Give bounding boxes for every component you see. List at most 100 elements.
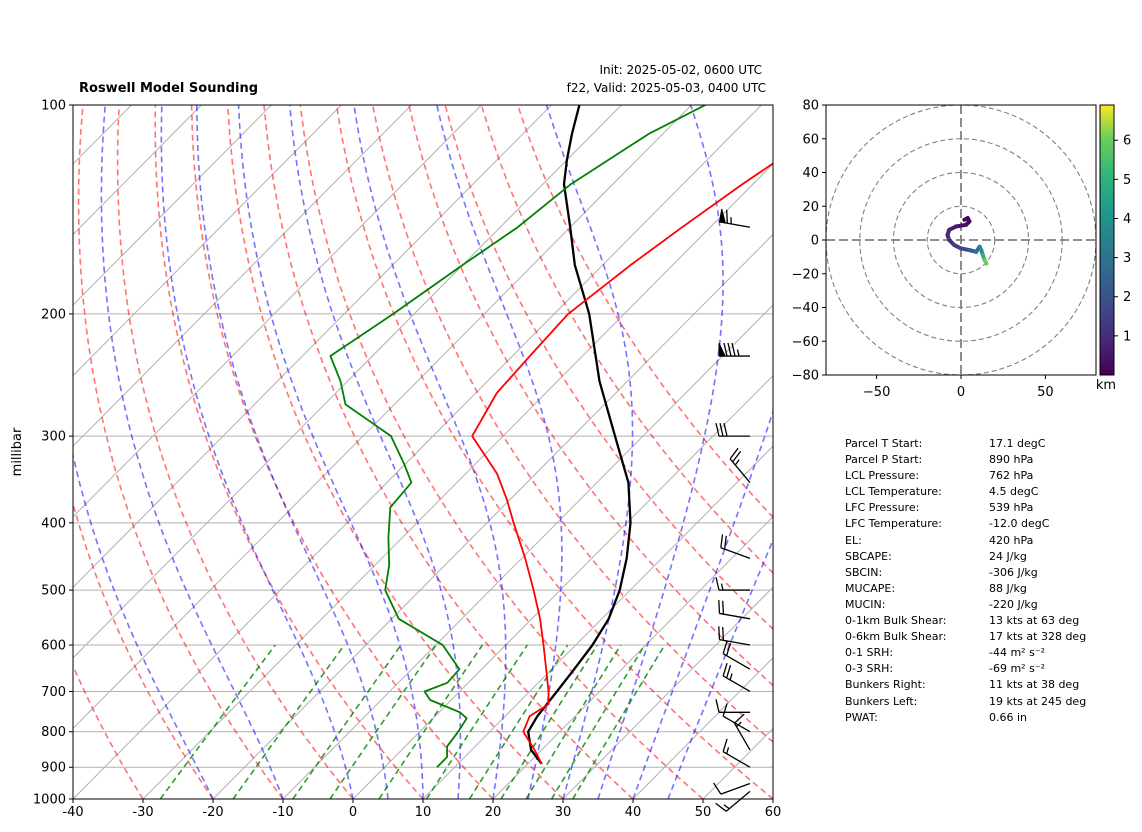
colorbar [1099, 104, 1115, 376]
y-tick-label: 500 [41, 584, 66, 599]
dry-adiabat [335, 105, 773, 799]
parameter-label: 0-3 SRH: [845, 662, 894, 676]
wind-barb [715, 422, 750, 437]
parameter-value: -306 J/kg [989, 565, 1038, 579]
y-tick-label: 600 [41, 639, 66, 654]
barb-half [736, 349, 740, 357]
barb-staff [725, 790, 751, 812]
colorbar-tick-label: 1 [1123, 329, 1131, 344]
y-tick-label: 400 [41, 516, 66, 531]
skewt-profiles [329, 105, 773, 768]
y-tick-label: 800 [41, 725, 66, 740]
dry-adiabat [444, 105, 773, 631]
isotherm-line [492, 516, 773, 799]
barb-half [736, 721, 742, 728]
y-tick-label: 200 [41, 307, 66, 322]
wind-barbs [713, 208, 751, 812]
parameter-value: 19 kts at 245 deg [989, 694, 1087, 708]
parameter-label: LFC Temperature: [845, 517, 943, 531]
hodograph-ring [926, 205, 996, 275]
mixing-ratio-line [159, 644, 276, 799]
moist-adiabat [597, 105, 724, 799]
parameter-row: Bunkers Left: 19 kts at 245 deg [845, 694, 1135, 710]
x-tick-label: 50 [695, 805, 712, 820]
y-tick-label: 100 [41, 99, 66, 114]
isotherm-line [422, 445, 773, 799]
moist-adiabat [353, 105, 507, 799]
wind-barb [722, 738, 751, 768]
isotherm-line [282, 304, 773, 799]
mixing-ratio-line [572, 644, 666, 799]
colorbar-label: km [1096, 378, 1116, 393]
parameter-value: 4.5 degC [989, 485, 1039, 499]
mixing-ratio-line [232, 644, 346, 799]
parcel-profile [471, 162, 773, 765]
parameter-value: 17 kts at 328 deg [989, 630, 1087, 644]
isotherm-line [73, 105, 692, 730]
barb-full [723, 342, 728, 357]
parameter-row: LCL Temperature: 4.5 degC [845, 484, 1135, 500]
barb-half [729, 673, 733, 681]
x-tick-label: 10 [415, 805, 432, 820]
skewt-reference-lines [73, 105, 773, 799]
y-tick-label: 700 [41, 685, 66, 700]
isotherm-line [73, 105, 412, 447]
mixing-ratio-line [425, 644, 528, 799]
barb-full [718, 626, 721, 640]
barb-staff [722, 653, 751, 670]
mixing-ratio-line [378, 644, 484, 799]
wind-barb [718, 208, 751, 228]
barb-full [715, 576, 720, 591]
colorbar-tick-label: 3 [1123, 251, 1131, 266]
barb-full [722, 640, 728, 654]
barb-staff [729, 458, 751, 484]
barb-full [729, 447, 739, 460]
wind-barb [718, 626, 751, 646]
dewpoint-profile [329, 105, 706, 768]
moist-adiabat [436, 105, 563, 799]
dry-adiabat [116, 105, 354, 799]
parameter-row: MUCIN: -220 J/kg [845, 597, 1135, 613]
skewt-gridlines [73, 105, 773, 799]
x-tick-label: 0 [349, 805, 357, 820]
parameter-value: 890 hPa [989, 453, 1034, 467]
barb-full [718, 600, 721, 614]
parameter-value: 17.1 degC [989, 437, 1046, 450]
hodo-x-tick-label: −50 [863, 385, 890, 400]
hodo-x-tick-label: 0 [957, 385, 965, 400]
barb-half [725, 747, 730, 754]
wind-barb [729, 447, 751, 484]
moist-adiabat [73, 451, 214, 799]
barb-full [723, 422, 728, 437]
barb-full [734, 713, 745, 724]
dry-adiabat [190, 105, 494, 799]
isotherm-line [562, 586, 773, 799]
hodo-y-tick-label: 0 [811, 234, 819, 249]
isotherm-line [73, 105, 342, 377]
skewt-plot-frame [72, 104, 774, 800]
isotherm-line [73, 105, 622, 659]
parameter-label: LCL Pressure: [845, 469, 920, 483]
moist-adiabat [632, 409, 773, 799]
moist-adiabat [100, 105, 284, 799]
isotherm-line [632, 657, 773, 799]
wind-barb [733, 713, 751, 751]
barb-full [725, 665, 732, 679]
parameter-value: -44 m² s⁻² [989, 646, 1046, 660]
barb-full [719, 422, 724, 437]
barb-staff [733, 722, 751, 751]
parameter-row: 0-6km Bulk Shear: 17 kts at 328 deg [845, 629, 1135, 645]
parameter-row: PWAT: 0.66 in [845, 710, 1135, 726]
skewt-axis-ticks: -40 -30 -20 -10 0 10 20 30 40 50 60 100 200 300 400 500… [33, 99, 781, 821]
barb-staff [722, 715, 751, 733]
parameter-label: SBCAPE: [845, 549, 892, 563]
barb-staff [720, 782, 751, 795]
isotherm-line [73, 105, 552, 589]
mixing-ratio-line [468, 644, 569, 799]
wind-barb [715, 790, 751, 812]
mixing-ratio-line [525, 644, 622, 799]
parameter-row: LCL Pressure: 762 hPa [845, 468, 1135, 484]
parameter-value: -69 m² s⁻² [989, 662, 1046, 676]
parameter-value: -220 J/kg [989, 597, 1038, 611]
x-tick-label: -20 [202, 805, 223, 820]
